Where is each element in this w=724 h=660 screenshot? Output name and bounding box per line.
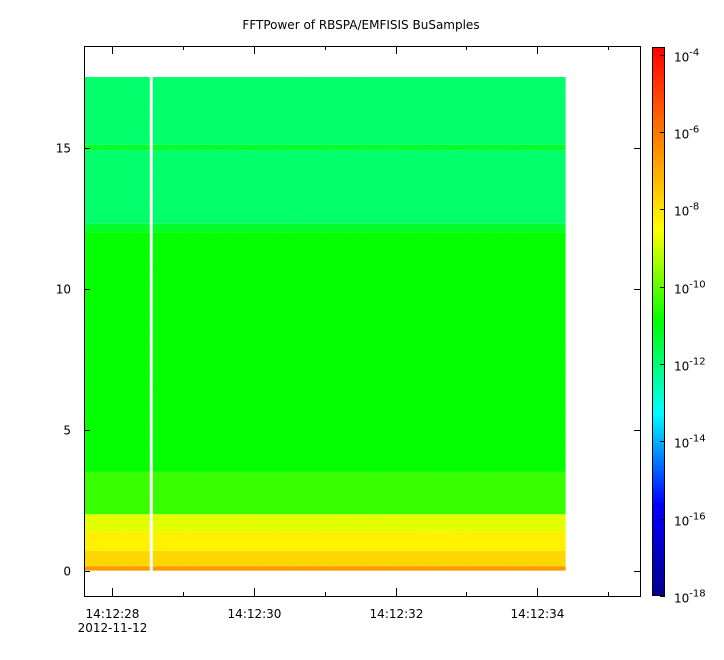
spectrogram-speckle [84,77,566,571]
x-tick-label: 14:12:34 [511,607,565,621]
x-tick-label: 14:12:32 [370,607,424,621]
colorbar-tick-label: 10-12 [674,357,706,374]
colorbar-tick-label: 10-10 [674,280,706,297]
colorbar-tick-label: 10-4 [674,48,699,65]
x-tick-label: 14:12:30 [228,607,282,621]
colorbar-tick-label: 10-8 [674,202,699,219]
colorbar: 10-4 10-6 10-8 10-10 10-12 10-14 10-16 10-18 [652,47,706,606]
colorbar-tick-label: 10-14 [674,434,706,451]
colorbar-gradient [652,47,665,596]
colorbar-tick-label: 10-16 [674,512,706,529]
colorbar-frame [652,47,665,596]
x-tick-label: 14:12:28 [86,607,140,621]
x-tick-date-label: 2012-11-12 [78,621,148,635]
speckle-overlay [84,77,566,571]
data-gap [149,77,153,571]
plot-area [84,77,566,571]
plot-frame [84,46,641,597]
colorbar-tick-label: 10-6 [674,125,699,142]
colorbar-tick-label: 10-18 [674,589,706,606]
chart-title: FFTPower of RBSPA/EMFISIS BuSamples [242,18,479,32]
y-tick-label: 5 [63,424,71,438]
y-tick-label: 0 [63,565,71,579]
y-tick-label: 15 [56,142,71,156]
y-tick-label: 10 [56,283,71,297]
